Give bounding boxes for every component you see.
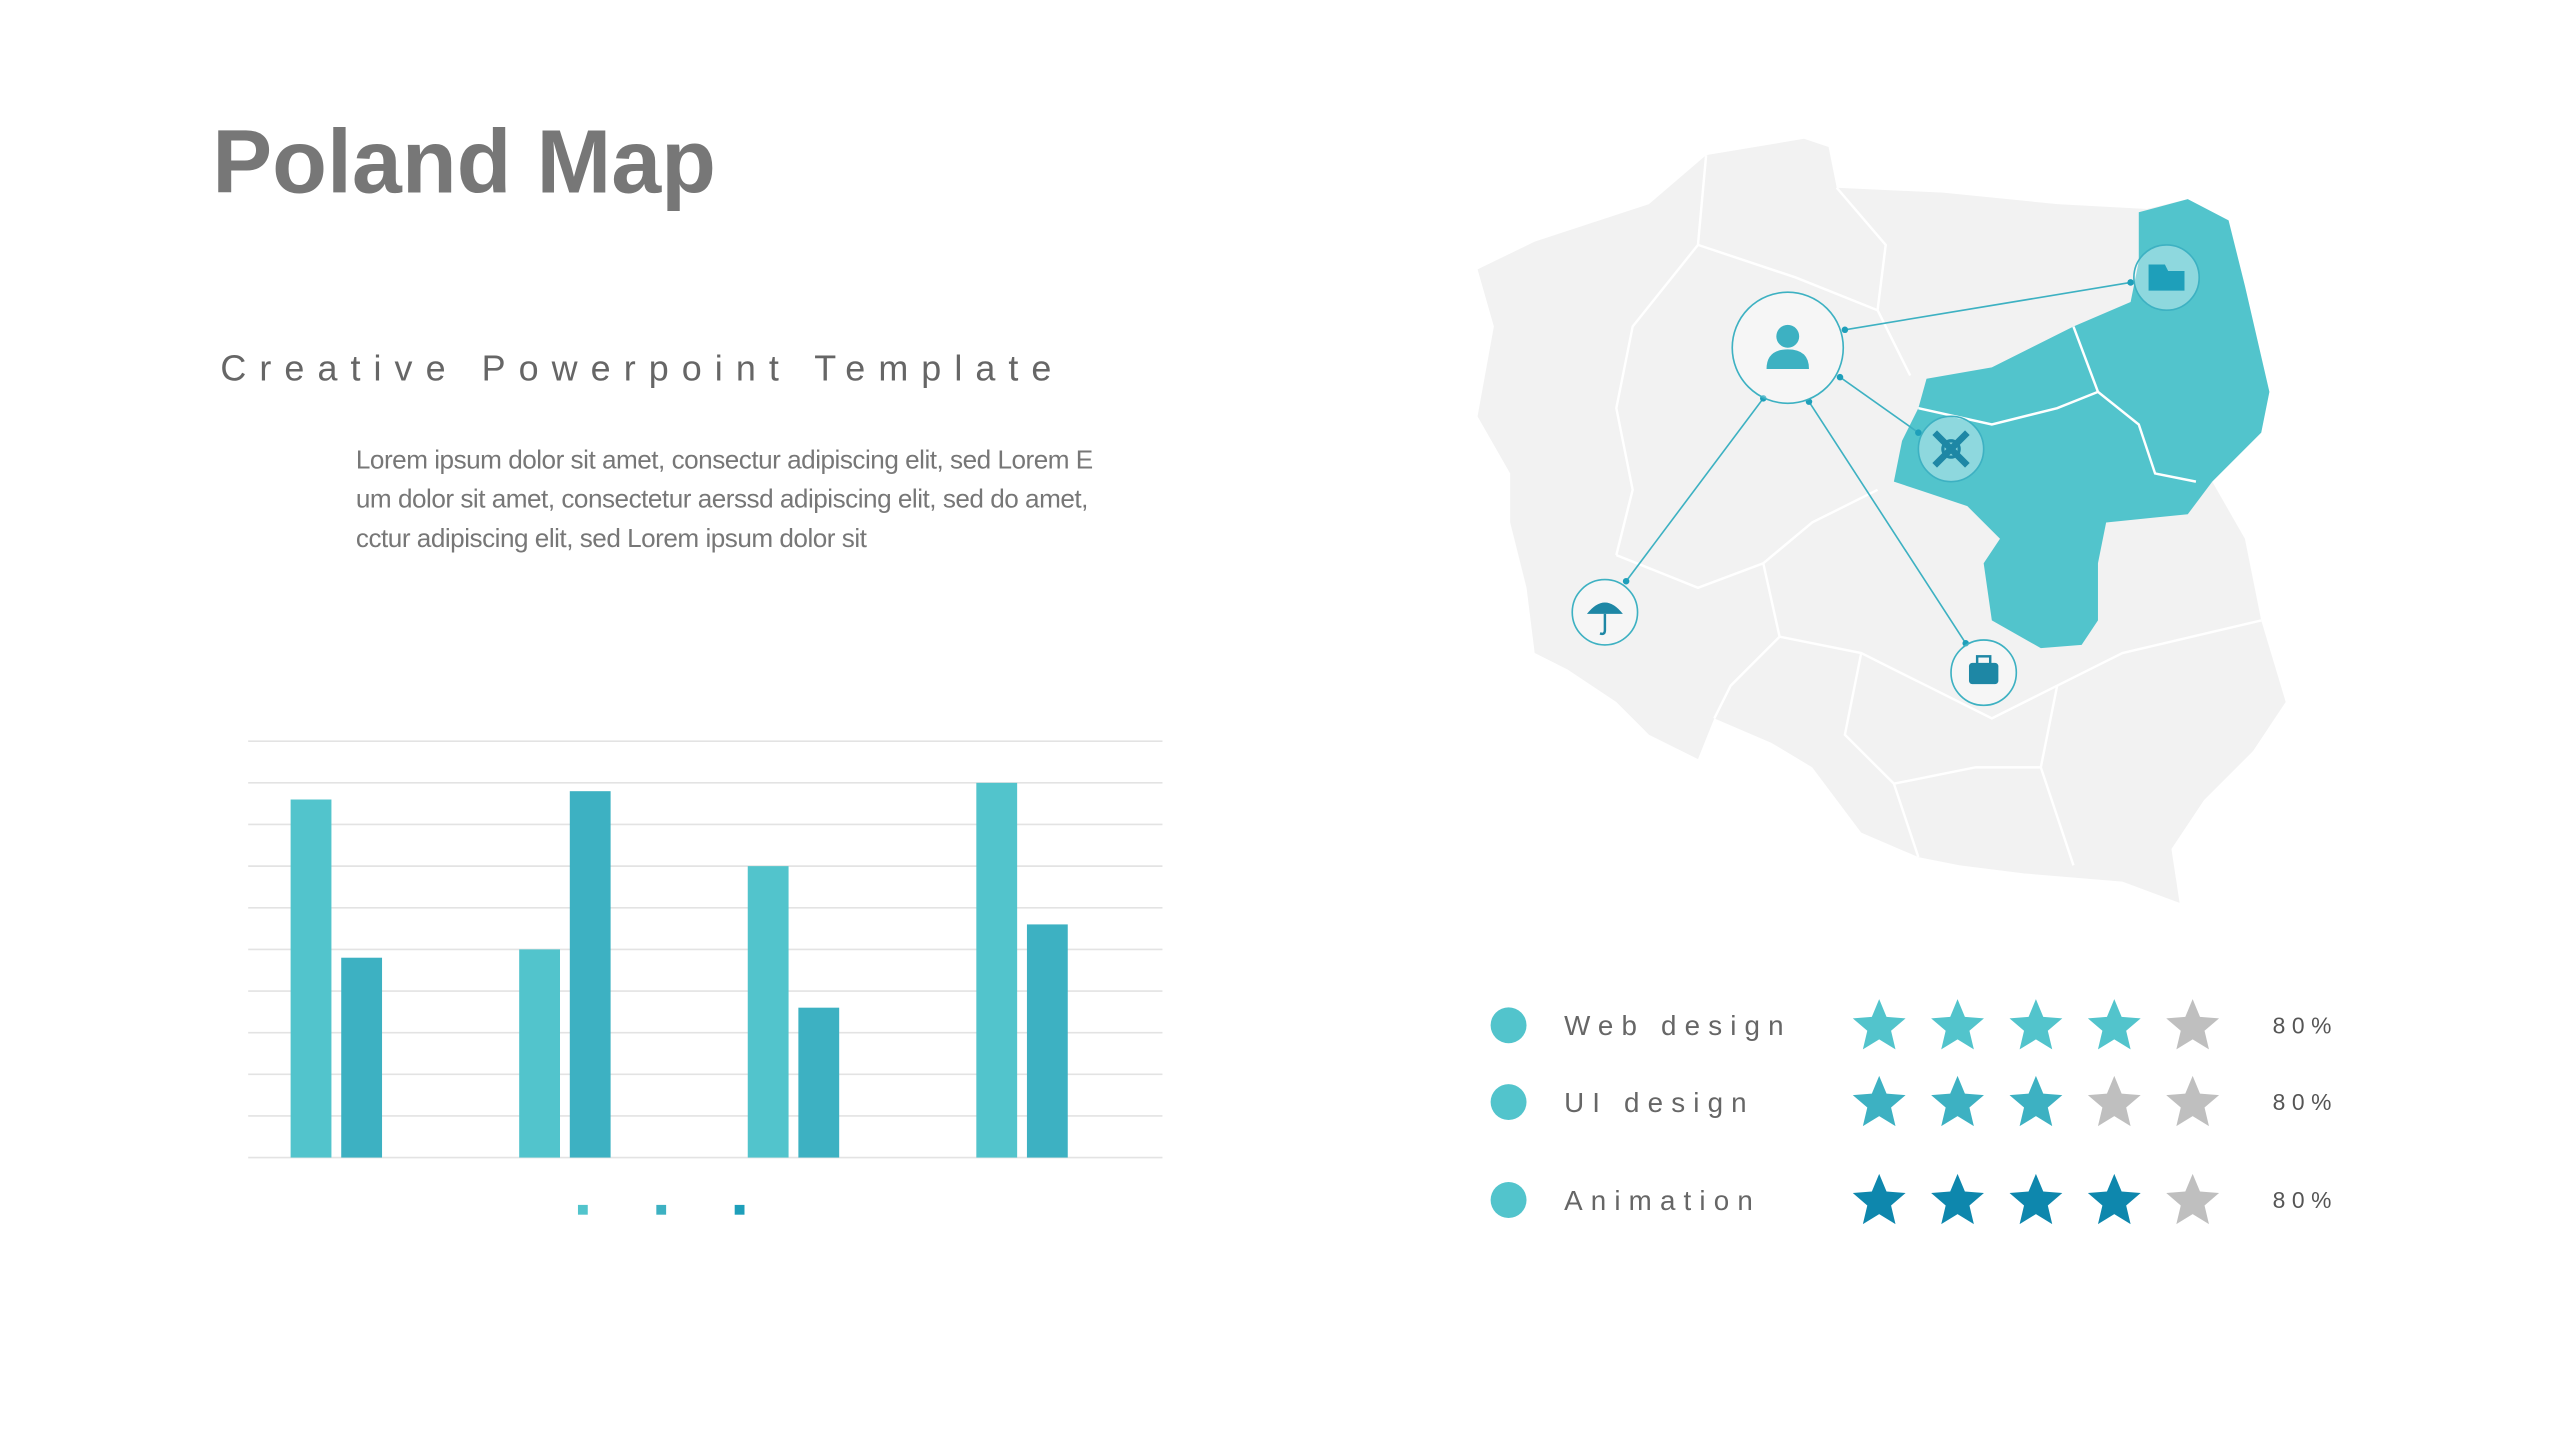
rating-star [2009,1173,2063,1225]
map-borders [1615,154,2262,866]
subtitle: Creative Powerpoint Template [220,347,1064,388]
bar [569,791,611,1158]
rating-star [1852,1173,1906,1225]
bar [341,957,383,1158]
rating-dot [1490,1182,1527,1218]
rating-star [1931,1173,1984,1225]
rating-star [2087,1075,2141,1127]
map-connectors [1625,281,2131,644]
rating-label: Animation [1564,1185,1761,1216]
rating-label: UI design [1564,1087,1755,1118]
rating-dot [1490,1084,1527,1120]
rating-star [2009,1075,2063,1127]
rating-star [1852,999,1906,1050]
bar [519,949,560,1158]
rating-star [2087,999,2141,1050]
rating-star [2166,999,2220,1050]
rating-percent: 80% [2273,1089,2338,1115]
title: Poland Map [212,113,716,213]
rating-star [2166,1173,2220,1225]
bar [798,1007,840,1158]
map [1477,138,2286,903]
legend-marker [656,1204,667,1215]
rating-star [2166,1075,2220,1127]
bar [1026,924,1068,1158]
body-text: cctur adipiscing elit, sed Lorem ipsum d… [356,523,868,553]
rating-percent: 80% [2273,1012,2338,1038]
rating-label: Web design [1564,1010,1792,1041]
bar [290,799,332,1158]
bar [747,866,789,1158]
rating-star [1931,1075,1984,1127]
rating-star [1931,999,1984,1050]
rating-dot [1490,1007,1527,1044]
body-text: Lorem ipsum dolor sit amet, consectur ad… [356,445,1093,475]
rating-star [1852,1075,1906,1127]
rating-percent: 80% [2273,1187,2338,1213]
map-highlight [1893,199,2270,649]
rating-star [2009,999,2063,1050]
legend-marker [734,1204,745,1215]
body-text: um dolor sit amet, consectetur aerssd ad… [356,484,1088,514]
map-icons [1586,264,2185,685]
legend-marker [577,1204,588,1215]
rating-star [2087,1173,2141,1225]
bar [976,782,1018,1158]
